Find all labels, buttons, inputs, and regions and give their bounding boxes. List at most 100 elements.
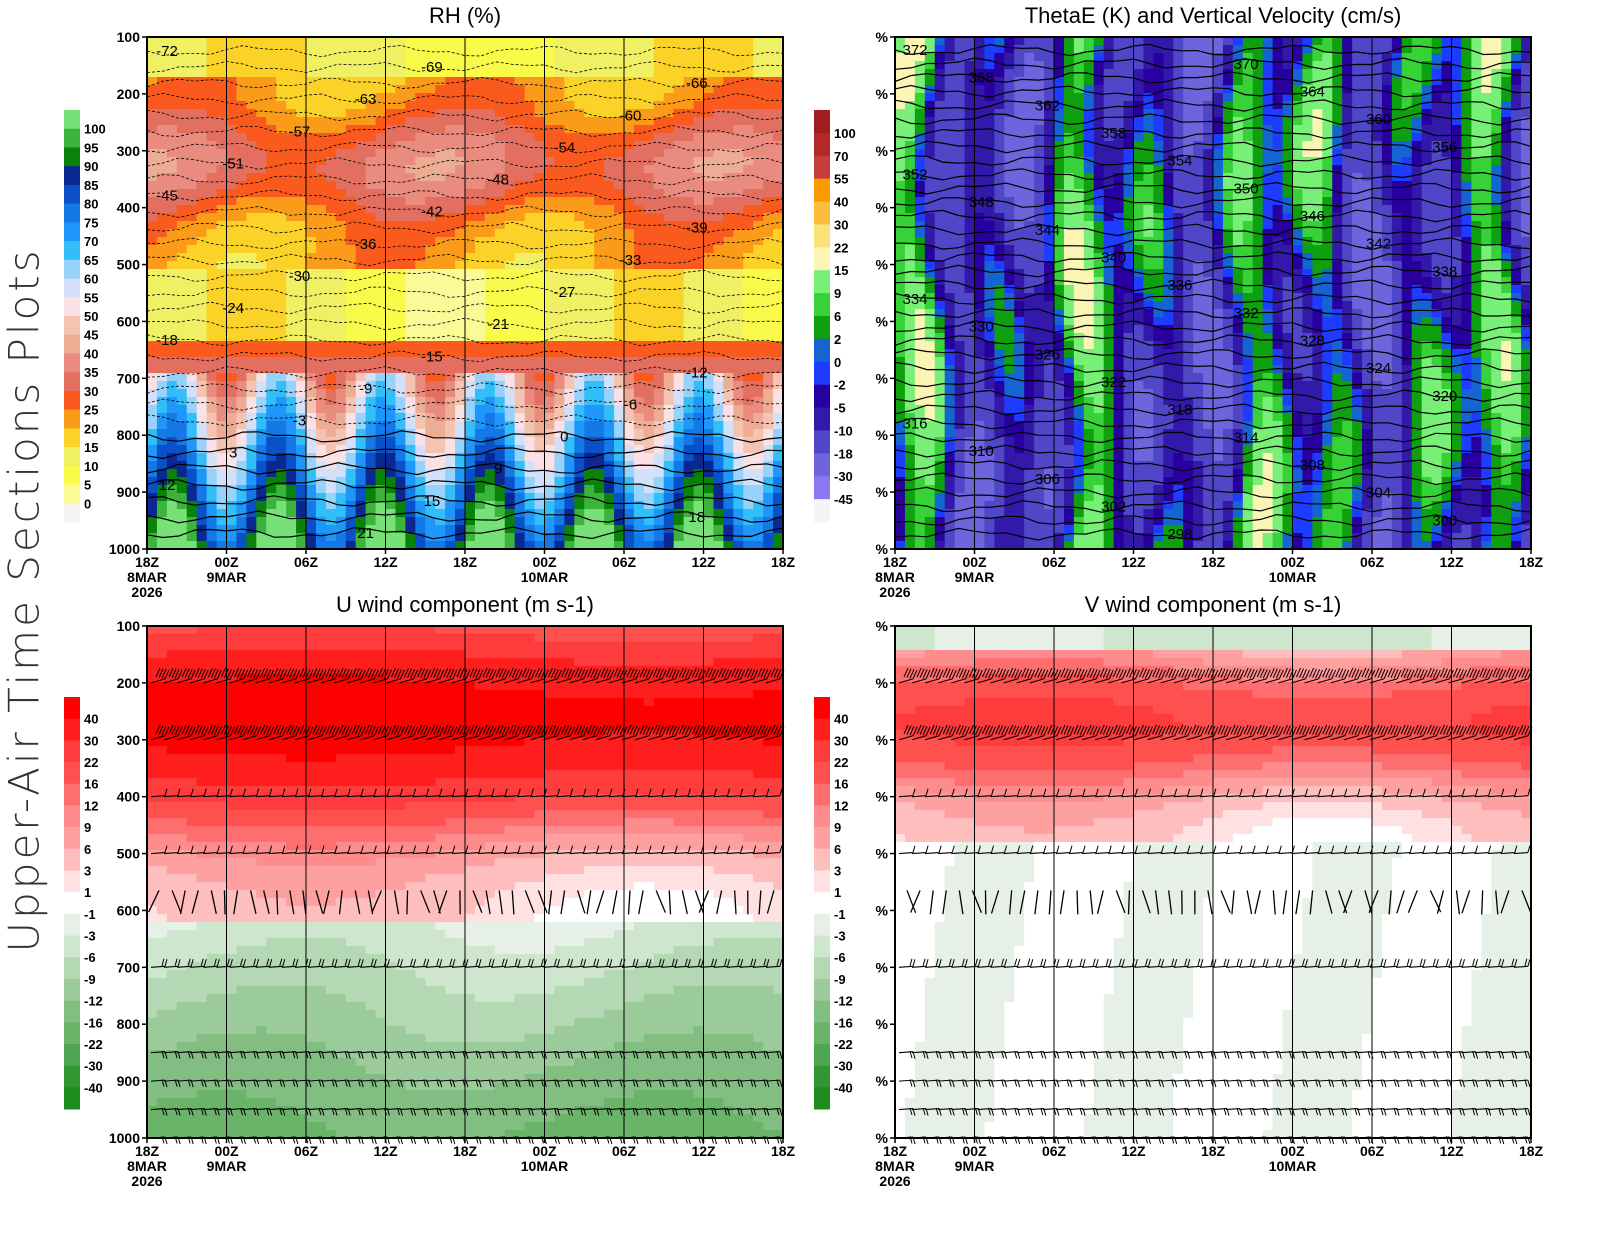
- field-cell: [156, 445, 168, 454]
- field-cell: [325, 389, 337, 398]
- field-cell: [594, 45, 605, 54]
- field-cell: [405, 245, 416, 254]
- field-cell: [544, 445, 556, 454]
- field-cell: [624, 269, 635, 278]
- field-cell: [564, 173, 575, 182]
- field-cell: [484, 333, 496, 342]
- field-cell: [465, 61, 476, 70]
- field-cell: [256, 525, 267, 534]
- field-cell: [753, 237, 764, 246]
- field-cell: [683, 381, 695, 390]
- field-cell: [375, 541, 387, 550]
- field-cell: [514, 77, 526, 86]
- field-cell: [296, 413, 307, 422]
- field-cell: [216, 389, 228, 398]
- field-cell: [176, 197, 188, 206]
- field-cell: [984, 429, 995, 438]
- field-cell: [206, 437, 218, 446]
- field-cell: [276, 445, 287, 454]
- field-cell: [474, 213, 486, 222]
- field-cell: [315, 293, 327, 302]
- field-cell: [683, 85, 695, 94]
- field-cell: [286, 317, 297, 326]
- field-cell: [494, 381, 506, 390]
- field-cell: [713, 421, 724, 430]
- field-cell: [924, 541, 936, 550]
- field-cell: [514, 461, 526, 470]
- field-cell: [216, 61, 228, 70]
- field-cell: [653, 269, 665, 278]
- field-cell: [743, 429, 754, 438]
- field-cell: [914, 245, 926, 254]
- field-cell: [375, 317, 387, 326]
- field-cell: [633, 469, 645, 478]
- field-cell: [216, 405, 228, 414]
- field-cell: [355, 541, 367, 550]
- field-cell: [465, 133, 476, 142]
- field-cell: [733, 221, 744, 230]
- field-cell: [395, 365, 406, 374]
- field-cell: [276, 101, 287, 110]
- field-cell: [743, 349, 754, 358]
- field-cell: [325, 101, 337, 110]
- field-cell: [524, 101, 536, 110]
- field-cell: [904, 269, 916, 278]
- field-cell: [365, 117, 377, 126]
- field-cell: [286, 429, 297, 438]
- field-cell: [924, 373, 936, 382]
- field-cell: [315, 325, 327, 334]
- field-cell: [206, 173, 218, 182]
- field-cell: [425, 245, 436, 254]
- field-cell: [166, 293, 178, 302]
- field-cell: [484, 197, 496, 206]
- field-cell: [484, 405, 496, 414]
- field-cell: [594, 189, 605, 198]
- x-tick-label: 18Z: [453, 554, 478, 570]
- field-cell: [465, 93, 476, 102]
- field-cell: [246, 437, 257, 446]
- field-cell: [315, 405, 327, 414]
- x-tick-label: 06Z: [294, 554, 319, 570]
- field-cell: [375, 509, 387, 518]
- field-cell: [405, 237, 416, 246]
- field-cell: [385, 341, 397, 350]
- field-cell: [306, 69, 317, 78]
- field-cell: [335, 245, 347, 254]
- field-cell: [753, 93, 764, 102]
- field-cell: [395, 453, 406, 462]
- field-cell: [455, 37, 466, 46]
- field-cell: [773, 477, 784, 486]
- field-cell: [924, 277, 936, 286]
- field-cell: [624, 469, 635, 478]
- field-cell: [474, 333, 486, 342]
- field-cell: [984, 61, 995, 70]
- field-cell: [514, 269, 526, 278]
- field-cell: [914, 109, 926, 118]
- field-cell: [504, 469, 516, 478]
- field-cell: [415, 205, 426, 214]
- field-cell: [663, 197, 675, 206]
- field-cell: [166, 53, 178, 62]
- field-cell: [147, 157, 158, 166]
- field-cell: [934, 325, 946, 334]
- field-cell: [246, 477, 257, 486]
- field-cell: [236, 381, 247, 390]
- field-cell: [246, 493, 257, 502]
- field-cell: [723, 485, 734, 494]
- field-cell: [455, 229, 466, 238]
- field-cell: [445, 381, 456, 390]
- field-cell: [445, 325, 456, 334]
- field-cell: [315, 309, 327, 318]
- field-cell: [335, 237, 347, 246]
- field-cell: [693, 237, 705, 246]
- field-cell: [147, 149, 158, 158]
- field-cell: [176, 109, 188, 118]
- field-cell: [713, 437, 724, 446]
- field-cell: [773, 173, 784, 182]
- field-cell: [236, 205, 247, 214]
- field-cell: [286, 205, 297, 214]
- field-cell: [974, 277, 986, 286]
- field-cell: [554, 237, 565, 246]
- field-cell: [196, 533, 208, 542]
- field-cell: [385, 461, 397, 470]
